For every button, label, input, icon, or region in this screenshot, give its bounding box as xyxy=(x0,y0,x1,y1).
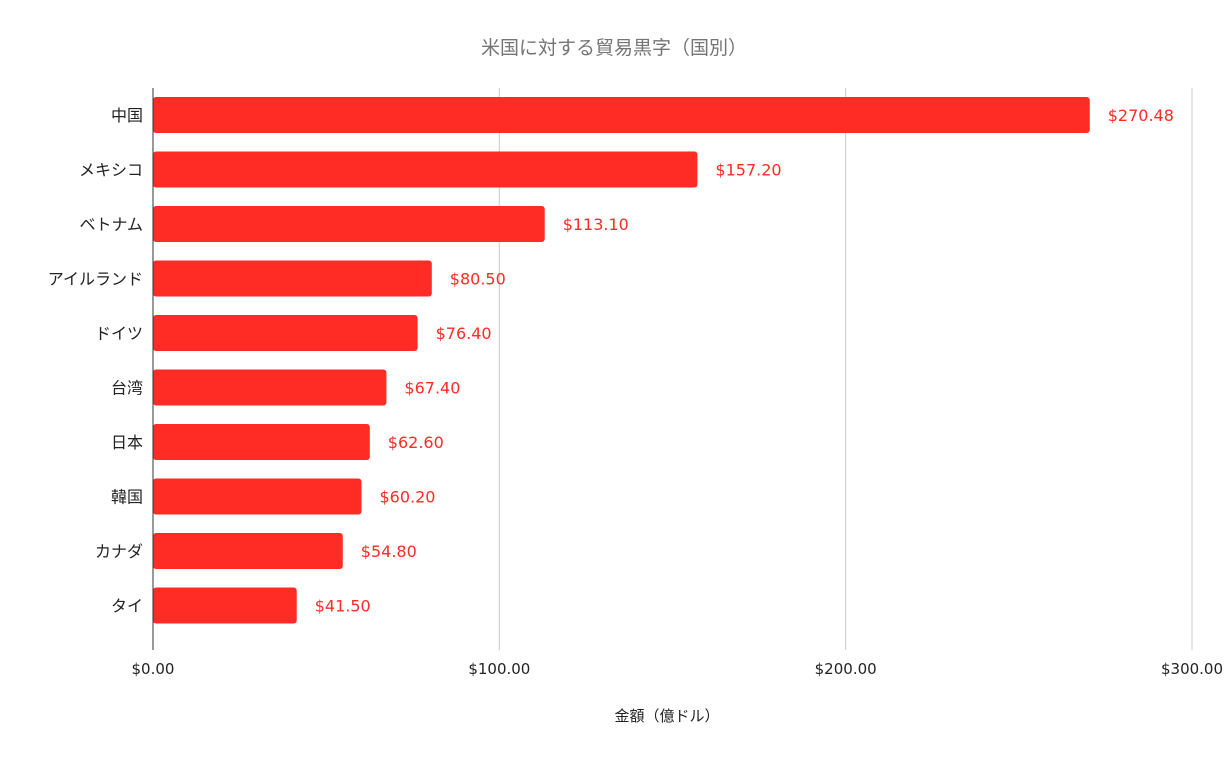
x-tick-label: $200.00 xyxy=(815,660,877,678)
bar xyxy=(153,315,418,351)
data-label: $157.20 xyxy=(715,161,781,180)
x-axis-title: 金額（億ドル） xyxy=(614,707,719,725)
bar xyxy=(153,369,387,406)
bar xyxy=(153,424,370,460)
category-label: ドイツ xyxy=(95,324,143,343)
data-label: $62.60 xyxy=(388,433,444,452)
data-label: $41.50 xyxy=(315,597,371,616)
x-axis-ticks: $0.00 $100.00 $200.00 $300.00 xyxy=(132,660,1223,678)
category-label: 韓国 xyxy=(111,488,143,507)
data-label: $80.50 xyxy=(450,270,506,289)
bar xyxy=(153,206,545,242)
bar xyxy=(153,260,432,297)
bar xyxy=(153,587,297,624)
bars xyxy=(153,97,1090,624)
data-label: $60.20 xyxy=(379,488,435,507)
data-label: $67.40 xyxy=(404,379,460,398)
bar xyxy=(153,97,1090,133)
x-tick-label: $300.00 xyxy=(1161,660,1223,678)
category-label: カナダ xyxy=(95,542,143,561)
data-label: $76.40 xyxy=(436,324,492,343)
category-label: メキシコ xyxy=(79,161,143,180)
category-label: タイ xyxy=(111,597,143,616)
data-labels: $270.48 $157.20 $113.10 $80.50 $76.40 $67.40 $… xyxy=(315,106,1174,616)
bar xyxy=(153,533,343,569)
bar xyxy=(153,478,362,515)
chart-title: 米国に対する貿易黒字（国別） xyxy=(481,37,747,59)
category-label: 日本 xyxy=(111,433,143,452)
category-label: 中国 xyxy=(111,106,143,125)
category-label: アイルランド xyxy=(48,270,143,289)
data-label: $270.48 xyxy=(1108,106,1174,125)
data-label: $54.80 xyxy=(361,542,417,561)
x-tick-label: $100.00 xyxy=(468,660,530,678)
data-label: $113.10 xyxy=(563,215,629,234)
bar xyxy=(153,151,698,188)
x-tick-label: $0.00 xyxy=(132,660,175,678)
category-label: 台湾 xyxy=(111,379,143,398)
category-label: ベトナム xyxy=(79,215,143,234)
